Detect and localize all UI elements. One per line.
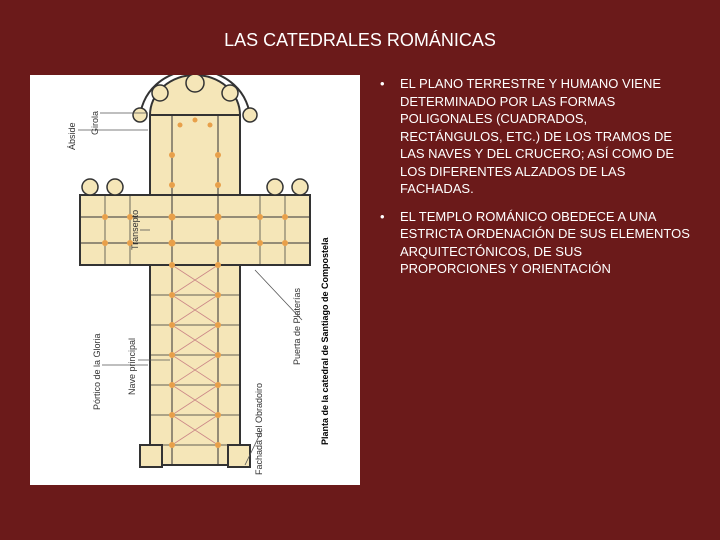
bullet-text: EL TEMPLO ROMÁNICO OBEDECE A UNA ESTRICT… (400, 208, 690, 278)
bullet-item: • EL TEMPLO ROMÁNICO OBEDECE A UNA ESTRI… (376, 208, 690, 278)
bullet-marker: • (376, 75, 400, 198)
label-planta: Planta de la catedral de Santiago de Com… (320, 236, 330, 445)
content-row: Ábside Girola Transepto Pórtico de la Gl… (30, 75, 690, 485)
label-portico: Pórtico de la Gloria (92, 333, 102, 410)
slide-title: LAS CATEDRALES ROMÁNICAS (30, 30, 690, 51)
bullet-text: EL PLANO TERRESTRE Y HUMANO VIENE DETERM… (400, 75, 690, 198)
text-column: • EL PLANO TERRESTRE Y HUMANO VIENE DETE… (376, 75, 690, 485)
label-puerta: Puerta de Platerías (292, 287, 302, 365)
bullet-item: • EL PLANO TERRESTRE Y HUMANO VIENE DETE… (376, 75, 690, 198)
label-fachada: Fachada del Obradoiro (254, 383, 264, 475)
bullet-marker: • (376, 208, 400, 278)
slide: LAS CATEDRALES ROMÁNICAS (0, 0, 720, 540)
floor-plan: Ábside Girola Transepto Pórtico de la Gl… (30, 75, 360, 485)
label-transepto: Transepto (130, 210, 140, 250)
label-nave: Nave principal (127, 338, 137, 395)
floor-plan-svg: Ábside Girola Transepto Pórtico de la Gl… (30, 75, 360, 485)
label-abside: Ábside (67, 122, 77, 150)
label-girola: Girola (90, 111, 100, 135)
